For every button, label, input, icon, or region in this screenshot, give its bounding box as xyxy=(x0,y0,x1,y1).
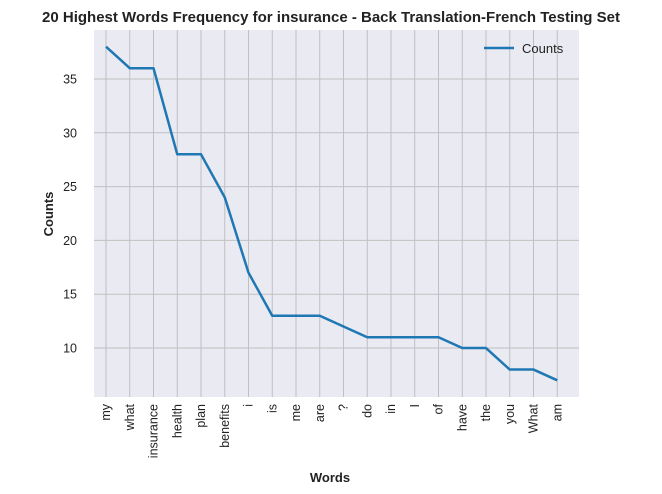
plot-area xyxy=(94,30,579,397)
chart-title: 20 Highest Words Frequency for insurance… xyxy=(42,9,620,26)
x-tick-label: i xyxy=(242,404,256,407)
y-tick-label: 10 xyxy=(63,342,77,356)
x-tick-label: I xyxy=(408,404,422,407)
y-tick-label: 30 xyxy=(63,126,77,140)
x-tick-label: of xyxy=(432,403,446,414)
x-tick-label: ? xyxy=(337,404,351,411)
grid-lines xyxy=(94,30,579,397)
x-tick-label: have xyxy=(455,404,469,431)
x-tick-label: what xyxy=(123,403,137,431)
legend-label-counts: Counts xyxy=(522,41,564,56)
x-tick-label: benefits xyxy=(218,404,232,448)
x-tick-label: my xyxy=(99,403,113,420)
x-tick-label: plan xyxy=(194,404,208,428)
y-tick-label: 15 xyxy=(63,288,77,302)
x-tick-label: are xyxy=(313,404,327,422)
x-tick-label: am xyxy=(550,404,564,421)
x-axis-label: Words xyxy=(310,470,350,485)
x-tick-label: What xyxy=(527,403,541,433)
x-tick-label: is xyxy=(265,404,279,413)
legend: Counts xyxy=(484,41,564,56)
x-tick-label: me xyxy=(289,404,303,421)
y-tick-label: 25 xyxy=(63,180,77,194)
series-lines xyxy=(105,45,558,382)
y-axis-ticks: 10 15 20 25 30 35 xyxy=(63,72,77,355)
y-tick-label: 35 xyxy=(63,72,77,86)
series-line-0 xyxy=(105,45,558,382)
x-tick-label: do xyxy=(360,404,374,418)
x-axis-ticks: my what insurance health plan benefits i is me ar… xyxy=(99,403,564,458)
y-axis-label: Counts xyxy=(41,192,56,237)
x-tick-label: insurance xyxy=(147,404,161,458)
x-tick-label: in xyxy=(384,404,398,414)
x-tick-label: health xyxy=(170,404,184,438)
x-tick-label: you xyxy=(503,404,517,424)
x-tick-label: the xyxy=(479,404,493,421)
y-tick-label: 20 xyxy=(63,234,77,248)
